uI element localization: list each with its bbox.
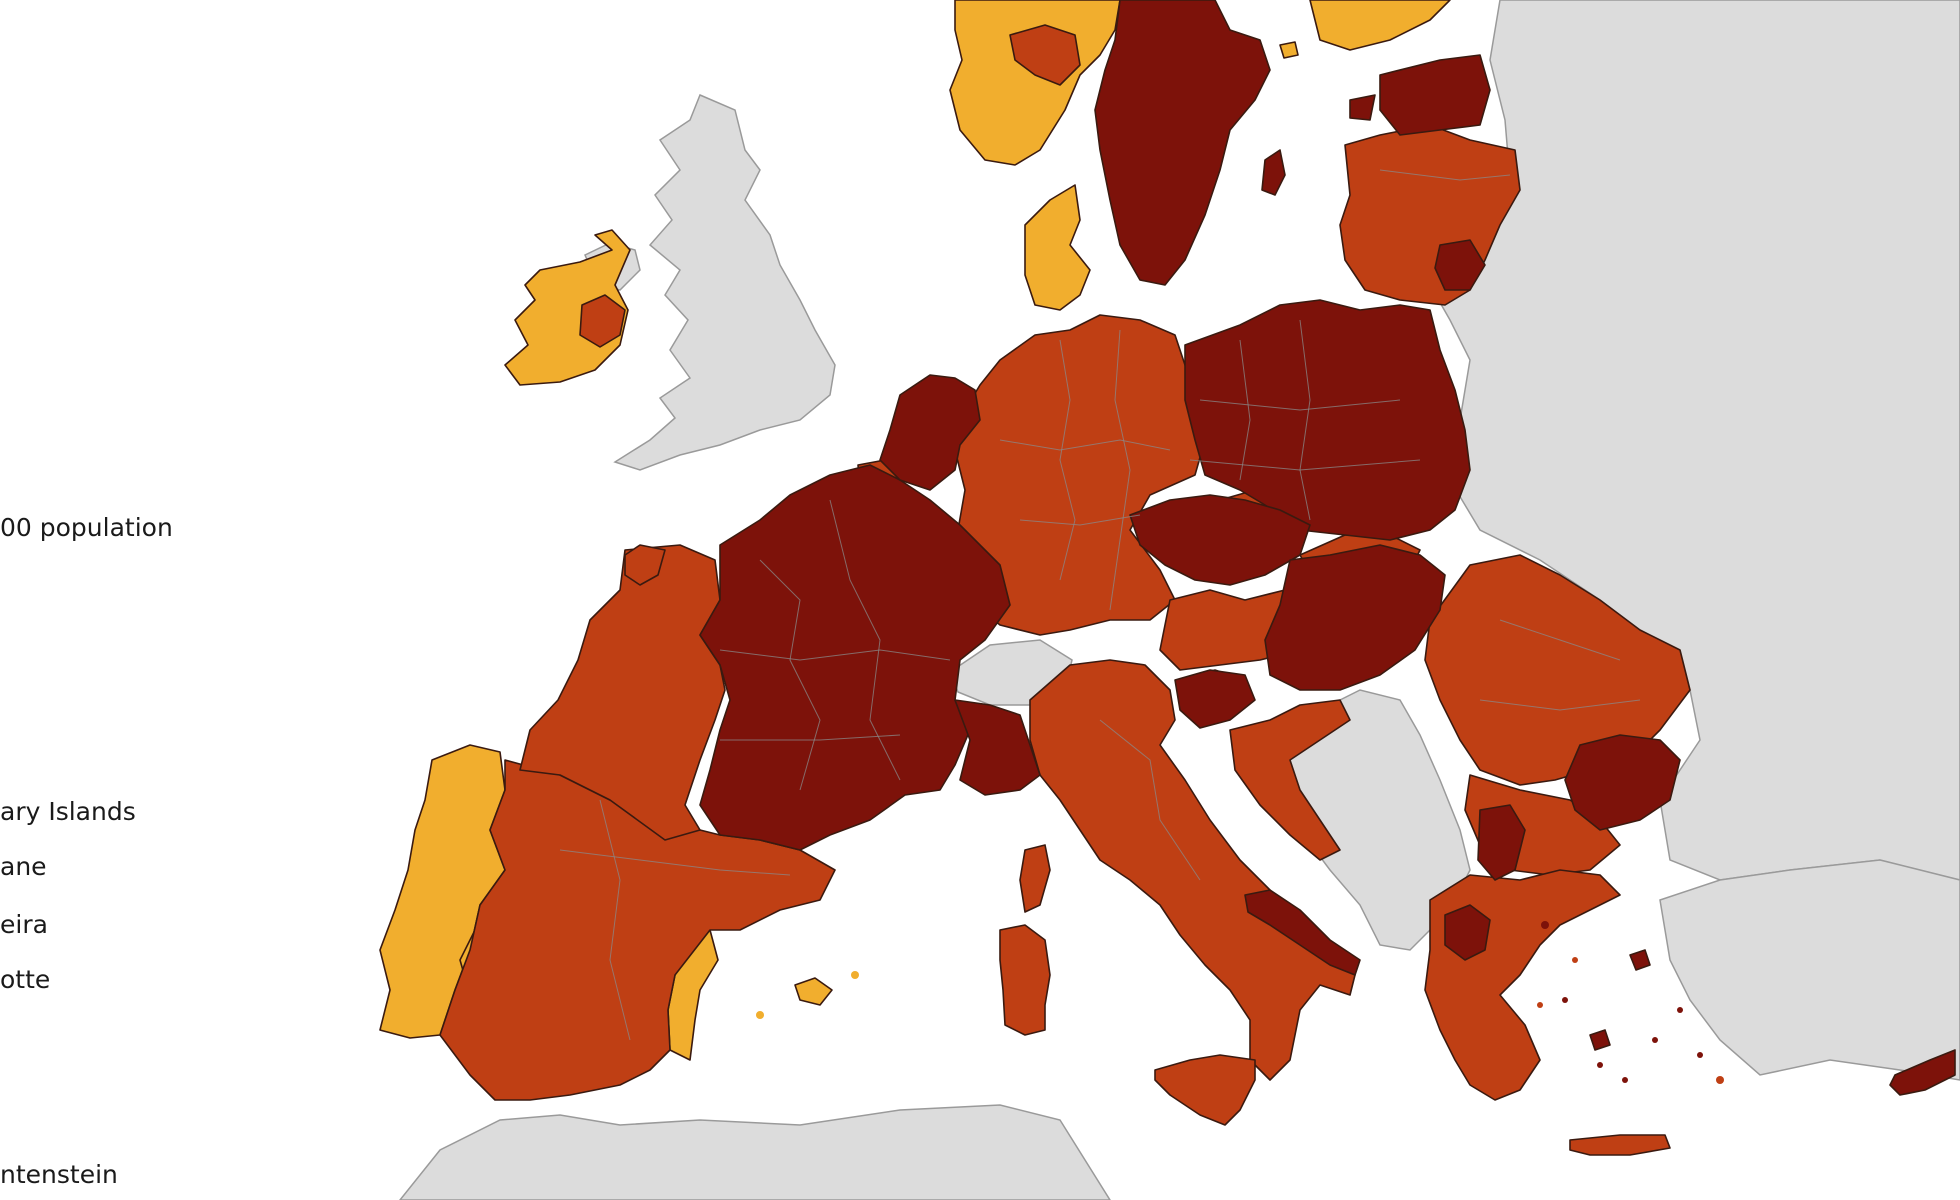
greece: [1424, 869, 1621, 1101]
slovakia-hungary: [1264, 544, 1446, 691]
estonia-islands: [1349, 94, 1376, 121]
small-islands: [756, 921, 1724, 1084]
legend-item-guiana: ane: [0, 852, 47, 881]
benelux: [879, 374, 981, 491]
dark-red-regions: [699, 0, 1956, 1096]
poland: [1184, 299, 1471, 541]
corsica: [1019, 844, 1051, 913]
turkey: [1659, 859, 1960, 1081]
sardinia: [999, 924, 1051, 1036]
bulgaria-east: [1564, 734, 1681, 831]
non-reporting-areas: [399, 0, 1960, 1200]
legend-heading: 00 population: [0, 513, 173, 542]
aegean-islands-north: [1629, 949, 1651, 971]
finland-south: [1309, 0, 1451, 51]
north-macedonia-adjacent: [1477, 804, 1526, 881]
great-britain: [613, 94, 836, 471]
legend-item-canary-islands: ary Islands: [0, 797, 136, 826]
sweden: [1094, 0, 1271, 286]
czech: [1129, 494, 1311, 586]
lithuania-east: [1434, 239, 1486, 291]
italy: [1029, 659, 1356, 1081]
croatia: [1229, 699, 1351, 861]
slovenia: [1174, 669, 1256, 729]
denmark: [1024, 184, 1091, 311]
north-africa: [399, 1104, 1111, 1200]
estonia: [1379, 54, 1491, 136]
france-main: [699, 464, 1011, 851]
norway-east: [1009, 24, 1081, 86]
cyprus: [1889, 1049, 1956, 1096]
legend-item-madeira: eira: [0, 910, 48, 939]
norway-south: [949, 0, 1121, 166]
legend-item-mayotte: otte: [0, 965, 51, 994]
gotland: [1261, 149, 1286, 196]
ireland-midlands: [579, 294, 626, 348]
apulia: [1244, 889, 1361, 976]
france-southeast: [954, 699, 1041, 796]
legend-item-liechtenstein: ntenstein: [0, 1160, 118, 1189]
france-northwest: [624, 544, 666, 586]
orange-red-regions: [439, 24, 1691, 1156]
internal-boundaries: [559, 169, 1641, 1041]
baltic-island: [1279, 41, 1299, 59]
balearic-islands: [794, 977, 833, 1006]
sicily: [1154, 1054, 1256, 1126]
crete: [1569, 1134, 1671, 1156]
greece-northwest: [1444, 904, 1491, 961]
aegean-islands-east: [1589, 1029, 1611, 1051]
